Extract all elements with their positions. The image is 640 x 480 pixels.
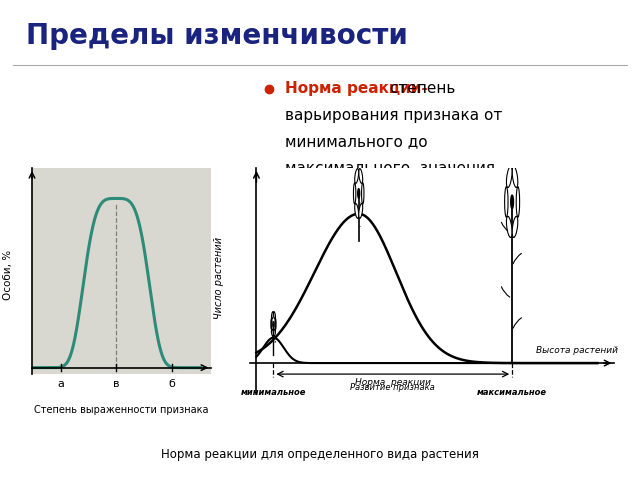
Ellipse shape [271,329,273,336]
Ellipse shape [506,216,512,238]
Text: минимальное: минимальное [241,388,306,396]
Ellipse shape [355,204,358,218]
Text: а: а [58,380,65,389]
Ellipse shape [271,319,272,329]
Text: степень: степень [385,81,456,96]
Text: минимального до: минимального до [285,134,428,149]
Text: Степень выраженности признака: Степень выраженности признака [35,405,209,415]
Ellipse shape [516,187,520,217]
Ellipse shape [506,167,512,188]
Circle shape [511,195,513,209]
Ellipse shape [359,204,363,218]
Ellipse shape [512,167,518,188]
Text: в: в [113,380,120,389]
Ellipse shape [359,168,363,183]
Text: б: б [168,380,175,389]
Ellipse shape [353,183,356,204]
Text: Число растений: Число растений [214,237,224,319]
Circle shape [358,189,360,198]
Text: Норма реакции-: Норма реакции- [285,81,428,96]
Circle shape [273,322,274,326]
Text: Развитие признака: Развитие признака [351,384,435,393]
Text: максимального  значения.: максимального значения. [285,160,500,176]
Text: Особи, %: Особи, % [3,250,13,300]
Ellipse shape [504,187,508,217]
Ellipse shape [273,312,275,319]
Text: Норма реакции для определенного вида растения: Норма реакции для определенного вида рас… [161,448,479,461]
Ellipse shape [273,329,275,336]
Ellipse shape [362,183,364,204]
Ellipse shape [512,216,518,238]
Text: варьирования признака от: варьирования признака от [285,108,502,123]
Ellipse shape [275,319,276,329]
Text: Высота растений: Высота растений [536,346,618,355]
Text: максимальное: максимальное [477,388,547,396]
Text: Пределы изменчивости: Пределы изменчивости [26,22,408,49]
Text: Норма  реакции: Норма реакции [355,378,431,387]
FancyBboxPatch shape [32,393,211,427]
Ellipse shape [271,312,273,319]
Ellipse shape [355,168,358,183]
